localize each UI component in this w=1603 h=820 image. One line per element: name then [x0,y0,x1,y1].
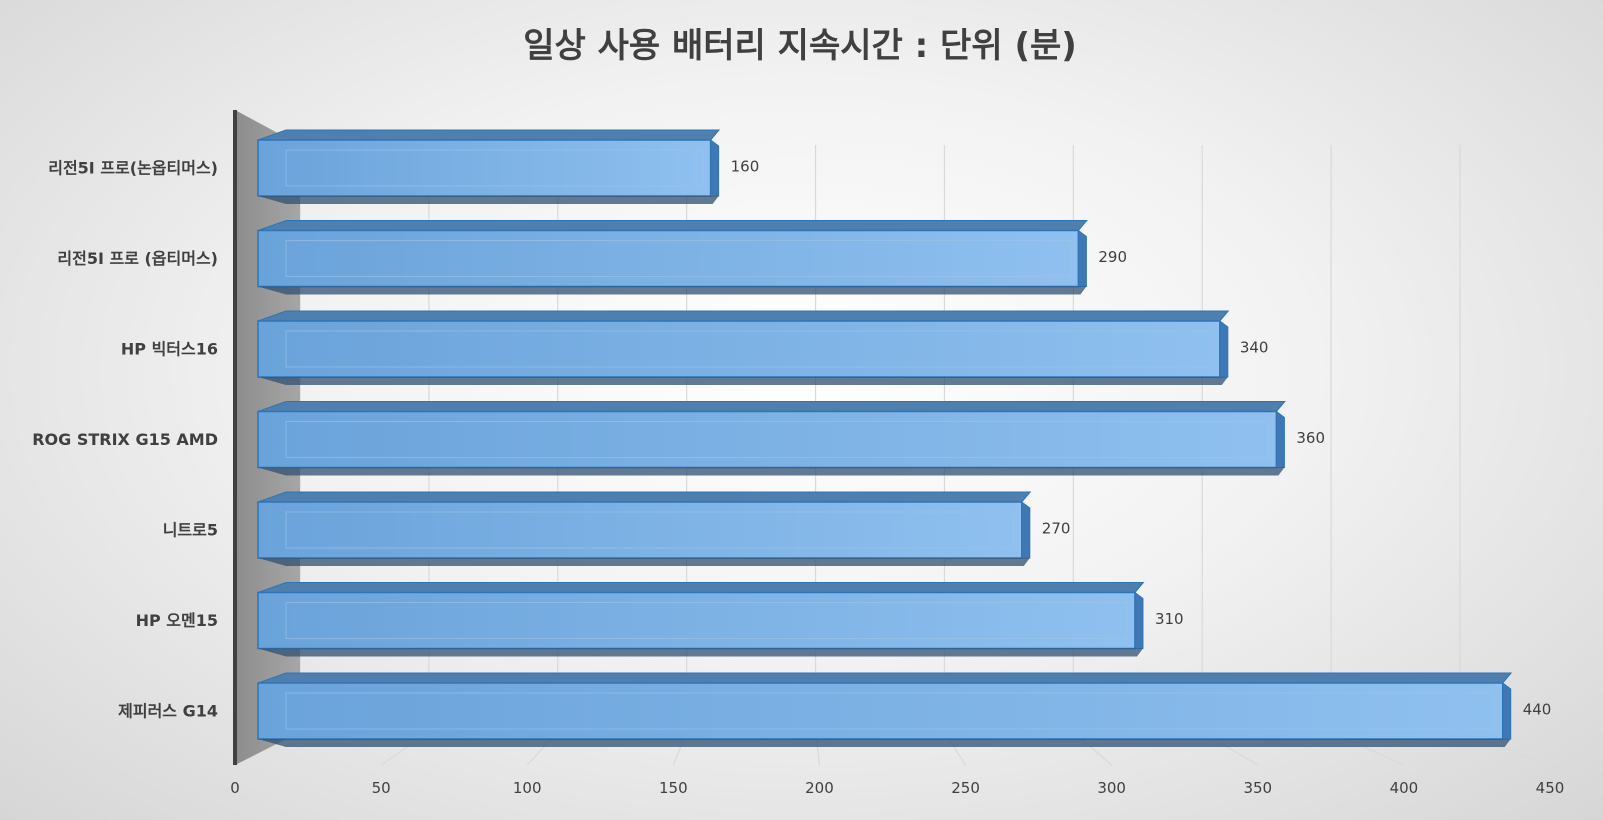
bar [257,129,721,204]
bar-front-face [257,320,1221,378]
x-tick-label: 450 [1536,779,1565,797]
category-label: 리전5I 프로(논옵티머스) [48,159,218,178]
bar-bottom-face [258,196,719,204]
bar-end-face [1219,320,1229,378]
data-label: 290 [1098,248,1127,266]
x-tick-label: 300 [1097,779,1126,797]
bar-end-face [1077,229,1087,287]
bar-front-face [257,682,1504,740]
x-tick-label: 0 [230,779,240,797]
x-tick-label: 50 [372,779,391,797]
bar-front-face [257,139,712,197]
bar-bottom-face [258,739,1511,747]
bar-top-face [257,491,1032,503]
data-label: 440 [1523,701,1552,719]
bar-front-face [257,229,1080,288]
category-label: 니트로5 [163,521,218,540]
bar [257,582,1145,657]
bar-end-face [710,139,720,197]
bar-bottom-face [258,558,1030,566]
bar-inner-edge [285,421,1269,458]
data-label: 160 [731,158,760,176]
labels: 0 50 100 150 200 250 300 350 400 450 160 리전5I 프로(논옵… [32,158,1564,798]
bar-bottom-face [258,648,1143,657]
bar-top-face [257,672,1513,684]
x-tick-label: 400 [1390,779,1419,797]
data-label: 310 [1155,610,1184,628]
x-tick-label: 200 [805,779,834,797]
bar [257,220,1088,295]
bar-inner-edge [285,149,704,187]
bar-bottom-face [258,377,1228,385]
bar-bottom-face [258,286,1087,295]
x-tick-label: 100 [513,779,542,797]
category-label: ROG STRIX G15 AMD [32,430,218,449]
data-label: 270 [1042,520,1071,538]
bar-inner-edge [285,602,1128,639]
bar-inner-edge [285,511,1015,549]
bar-end-face [1275,410,1285,468]
bar-front-face [257,501,1023,559]
bar [257,310,1230,385]
bar-front-face [257,410,1278,469]
category-label: 제피러스 G14 [118,702,218,721]
data-label: 360 [1296,429,1325,447]
category-label: HP 빅터스16 [121,340,218,359]
bar-inner-edge [285,240,1071,277]
bar-top-face [257,310,1230,322]
x-tick-label: 250 [951,779,980,797]
bar [257,491,1032,566]
bar-top-face [257,129,721,141]
chart-title: 일상 사용 배터리 지속시간 : 단위 (분) [523,26,1077,66]
bar-inner-edge [285,330,1213,368]
category-label: HP 오멘15 [136,611,218,630]
bar-top-face [257,401,1286,412]
bars [257,129,1513,747]
bar-top-face [257,220,1088,231]
bar-end-face [1021,501,1031,559]
bar-top-face [257,582,1145,593]
data-label: 340 [1240,339,1269,357]
bar-bottom-face [258,467,1285,476]
category-label: 리전5I 프로 (옵티머스) [57,249,218,268]
bar-inner-edge [285,692,1496,730]
bar [257,401,1286,476]
x-tick-label: 350 [1243,779,1272,797]
bar [257,672,1513,747]
bar-front-face [257,591,1136,650]
x-tick-label: 150 [659,779,688,797]
bar-end-face [1134,591,1144,649]
bar-end-face [1502,682,1512,740]
